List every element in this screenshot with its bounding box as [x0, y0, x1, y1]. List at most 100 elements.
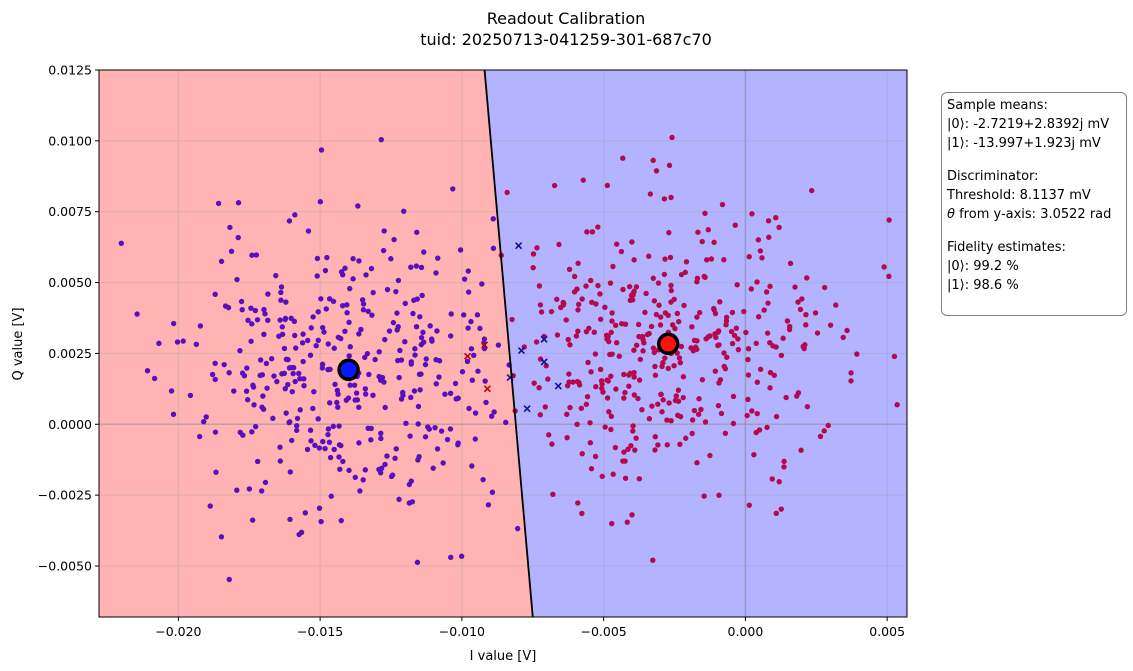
data-point-state-0 [118, 240, 124, 247]
data-point-state-0 [318, 296, 324, 302]
data-point-state-1 [622, 458, 628, 464]
data-point-state-0 [357, 488, 363, 494]
data-point-state-0 [249, 321, 255, 327]
data-point-state-0 [277, 444, 283, 450]
data-point-state-0 [474, 312, 481, 318]
data-point-state-1 [554, 332, 561, 338]
data-point-state-0 [408, 394, 414, 401]
data-point-state-0 [434, 328, 440, 334]
data-point-state-1 [753, 429, 759, 436]
info-box: Sample means: |0⟩: -2.7219+2.8392j mV |1… [941, 92, 1127, 316]
data-point-state-0 [472, 436, 478, 442]
data-point-state-1 [703, 336, 709, 342]
data-point-state-1 [718, 410, 725, 417]
data-point-state-1 [643, 290, 649, 297]
data-point-state-1 [691, 407, 698, 414]
data-point-state-0 [394, 310, 400, 316]
data-point-state-1 [629, 239, 635, 245]
data-point-state-1 [729, 309, 736, 316]
data-point-state-0 [433, 270, 439, 276]
data-point-state-0 [356, 331, 362, 337]
data-point-state-0 [414, 229, 420, 235]
data-point-state-0 [244, 365, 250, 371]
data-point-state-1 [766, 234, 772, 240]
data-point-state-1 [664, 442, 670, 448]
data-point-state-0 [340, 458, 346, 465]
data-point-state-0 [419, 292, 425, 299]
data-point-state-0 [302, 510, 309, 516]
data-point-state-1 [604, 182, 611, 189]
data-point-state-0 [384, 453, 390, 459]
data-point-state-1 [678, 343, 685, 350]
data-point-state-0 [261, 306, 267, 313]
data-point-state-0 [358, 326, 364, 333]
data-point-state-1 [704, 257, 710, 263]
data-point-state-0 [292, 378, 298, 385]
data-point-state-1 [564, 434, 570, 441]
data-point-state-1 [833, 302, 839, 308]
data-point-state-0 [420, 329, 426, 336]
data-point-state-0 [447, 390, 454, 397]
data-point-state-1 [677, 441, 683, 447]
data-point-state-0 [477, 325, 483, 332]
data-point-state-1 [668, 299, 674, 305]
data-point-state-0 [418, 371, 424, 377]
data-point-state-1 [656, 302, 662, 308]
data-point-state-1 [730, 393, 737, 400]
data-point-state-0 [444, 436, 451, 443]
data-point-state-0 [332, 381, 338, 388]
data-point-state-1 [625, 446, 631, 453]
data-point-state-0 [335, 404, 341, 410]
data-point-state-1 [605, 378, 611, 384]
data-point-state-0 [240, 432, 246, 438]
x-tick-label: 0.005 [869, 624, 905, 639]
data-point-state-1 [629, 297, 636, 303]
y-tick-label: 0.0050 [48, 275, 92, 290]
data-point-state-0 [468, 346, 475, 352]
data-point-state-0 [393, 288, 399, 295]
data-point-state-0 [465, 325, 471, 331]
data-point-state-1 [655, 442, 661, 448]
data-point-state-0 [234, 487, 240, 493]
data-point-state-1 [894, 402, 900, 408]
data-point-state-0 [408, 264, 414, 270]
data-point-state-0 [423, 356, 429, 362]
data-point-state-1 [708, 256, 715, 262]
data-point-state-1 [530, 251, 537, 257]
data-point-state-0 [293, 427, 300, 434]
data-point-state-0 [297, 375, 303, 382]
data-point-state-1 [571, 289, 578, 295]
data-point-state-0 [331, 345, 337, 351]
data-point-state-0 [328, 493, 334, 499]
data-point-state-1 [715, 328, 722, 334]
data-point-state-0 [174, 339, 181, 345]
data-point-state-0 [452, 380, 459, 387]
data-point-state-1 [548, 308, 555, 315]
data-point-state-1 [886, 217, 892, 223]
data-point-state-0 [299, 340, 306, 346]
data-point-state-0 [483, 399, 489, 406]
data-point-state-0 [315, 416, 321, 422]
data-point-state-0 [469, 463, 475, 469]
data-point-state-1 [579, 450, 585, 457]
data-point-state-1 [694, 460, 700, 466]
data-point-state-0 [248, 338, 254, 344]
data-point-state-1 [734, 282, 740, 288]
data-point-state-1 [743, 329, 749, 336]
data-point-state-0 [294, 423, 300, 429]
data-point-state-1 [595, 224, 601, 230]
data-point-state-0 [290, 370, 296, 377]
data-point-state-1 [662, 256, 668, 262]
data-point-state-1 [570, 379, 576, 385]
data-point-state-1 [674, 310, 681, 317]
data-point-state-1 [636, 333, 642, 340]
data-point-state-0 [362, 386, 369, 392]
data-point-state-0 [325, 431, 331, 438]
data-point-state-0 [322, 267, 329, 274]
data-point-state-0 [325, 426, 332, 432]
data-point-state-1 [712, 331, 718, 337]
data-point-state-1 [636, 377, 643, 383]
data-point-state-1 [583, 401, 590, 408]
data-point-state-0 [448, 554, 454, 560]
data-point-state-0 [365, 425, 371, 432]
